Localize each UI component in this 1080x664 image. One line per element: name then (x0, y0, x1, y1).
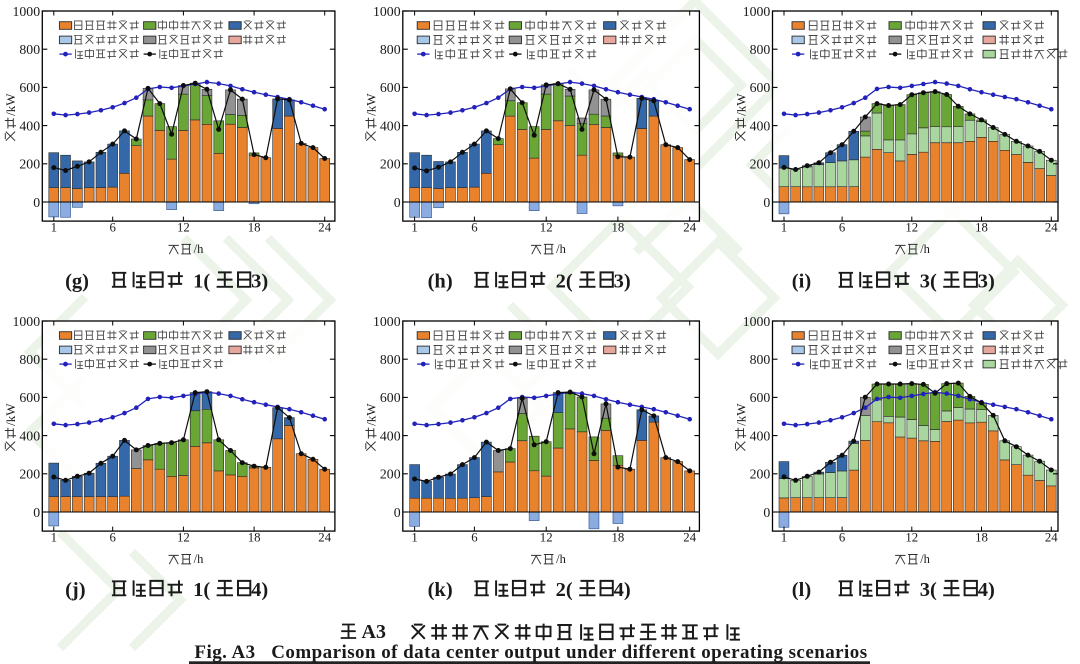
svg-text:3): 3) (978, 271, 995, 293)
svg-text:12: 12 (905, 221, 918, 235)
svg-text:1: 1 (51, 531, 57, 545)
svg-text:/kW: /kW (733, 93, 748, 116)
svg-text:0: 0 (763, 195, 770, 210)
svg-text:3): 3) (614, 271, 631, 293)
svg-text:600: 600 (380, 390, 401, 405)
svg-text:6: 6 (839, 221, 846, 235)
svg-text:(i): (i) (792, 271, 811, 293)
svg-text:400: 400 (750, 428, 771, 443)
svg-text:/kW: /kW (733, 403, 748, 426)
svg-text:800: 800 (750, 42, 771, 57)
svg-text:1: 1 (51, 221, 57, 235)
svg-text:(k): (k) (428, 579, 453, 601)
svg-text:/kW: /kW (3, 403, 18, 426)
svg-text:1: 1 (411, 221, 417, 235)
svg-text:6: 6 (109, 531, 116, 545)
svg-text:600: 600 (19, 390, 40, 405)
svg-text:24: 24 (318, 221, 331, 235)
svg-text:400: 400 (19, 428, 40, 443)
svg-text:800: 800 (19, 352, 40, 367)
svg-text:12: 12 (540, 531, 553, 545)
svg-text:1000: 1000 (743, 4, 771, 19)
svg-text:(l): (l) (792, 579, 811, 601)
svg-text:0: 0 (763, 505, 770, 520)
svg-text:800: 800 (380, 352, 401, 367)
svg-text:(g): (g) (65, 271, 89, 293)
svg-text:/h: /h (556, 242, 566, 256)
svg-text:2(: 2( (556, 579, 573, 601)
svg-text:1000: 1000 (373, 314, 401, 329)
svg-text:600: 600 (750, 390, 771, 405)
svg-text:18: 18 (248, 531, 261, 545)
svg-text:4): 4) (251, 579, 268, 601)
svg-text:800: 800 (380, 42, 401, 57)
svg-text:18: 18 (612, 531, 625, 545)
svg-text:800: 800 (750, 352, 771, 367)
svg-text:200: 200 (750, 467, 771, 482)
svg-text:/kW: /kW (3, 93, 18, 116)
svg-text:1(: 1( (193, 271, 210, 293)
svg-text:(j): (j) (65, 579, 85, 601)
svg-text:1(: 1( (193, 579, 210, 601)
svg-text:1: 1 (781, 531, 787, 545)
svg-text:/h: /h (920, 552, 930, 566)
svg-text:24: 24 (1045, 221, 1058, 235)
svg-text:3(: 3( (920, 271, 937, 293)
svg-text:24: 24 (683, 221, 696, 235)
svg-text:A3: A3 (362, 621, 386, 643)
svg-text:24: 24 (318, 531, 331, 545)
svg-text:1000: 1000 (13, 4, 41, 19)
svg-text:1000: 1000 (743, 314, 771, 329)
svg-text:400: 400 (19, 118, 40, 133)
svg-text:1000: 1000 (373, 4, 401, 19)
svg-text:200: 200 (380, 157, 401, 172)
svg-text:0: 0 (394, 505, 401, 520)
svg-text:200: 200 (19, 157, 40, 172)
svg-text:200: 200 (19, 467, 40, 482)
svg-text:2(: 2( (556, 271, 573, 293)
svg-text:18: 18 (975, 531, 988, 545)
svg-text:/h: /h (194, 552, 204, 566)
svg-text:400: 400 (750, 118, 771, 133)
svg-text:12: 12 (905, 531, 918, 545)
svg-text:/h: /h (920, 242, 930, 256)
svg-text:(h): (h) (428, 271, 453, 293)
svg-text:18: 18 (248, 221, 261, 235)
svg-text:12: 12 (540, 221, 553, 235)
svg-text:200: 200 (750, 157, 771, 172)
svg-text:24: 24 (683, 531, 696, 545)
svg-text:6: 6 (471, 531, 478, 545)
svg-text:6: 6 (471, 221, 478, 235)
svg-text:4): 4) (614, 579, 631, 601)
svg-text:800: 800 (19, 42, 40, 57)
svg-text:12: 12 (177, 531, 190, 545)
svg-text:600: 600 (750, 80, 771, 95)
svg-text:1: 1 (411, 531, 417, 545)
svg-text:1000: 1000 (13, 314, 41, 329)
svg-text:600: 600 (380, 80, 401, 95)
svg-text:600: 600 (19, 80, 40, 95)
svg-text:0: 0 (33, 505, 40, 520)
svg-text:3): 3) (251, 271, 268, 293)
svg-text:200: 200 (380, 467, 401, 482)
svg-text:6: 6 (109, 221, 116, 235)
svg-text:0: 0 (33, 195, 40, 210)
svg-text:0: 0 (394, 195, 401, 210)
svg-text:/h: /h (556, 552, 566, 566)
svg-text:12: 12 (177, 221, 190, 235)
svg-text:18: 18 (612, 221, 625, 235)
svg-text:400: 400 (380, 428, 401, 443)
svg-text:3(: 3( (920, 579, 937, 601)
svg-text:/kW: /kW (364, 403, 379, 426)
svg-text:18: 18 (975, 221, 988, 235)
svg-text:/kW: /kW (364, 93, 379, 116)
svg-text:4): 4) (978, 579, 995, 601)
svg-text:24: 24 (1045, 531, 1058, 545)
svg-text:6: 6 (839, 531, 846, 545)
svg-text:400: 400 (380, 118, 401, 133)
svg-text:1: 1 (781, 221, 787, 235)
svg-text:/h: /h (194, 242, 204, 256)
svg-text:Fig. A3 Comparison of data c: Fig. A3 Comparison of data center output… (194, 642, 867, 663)
